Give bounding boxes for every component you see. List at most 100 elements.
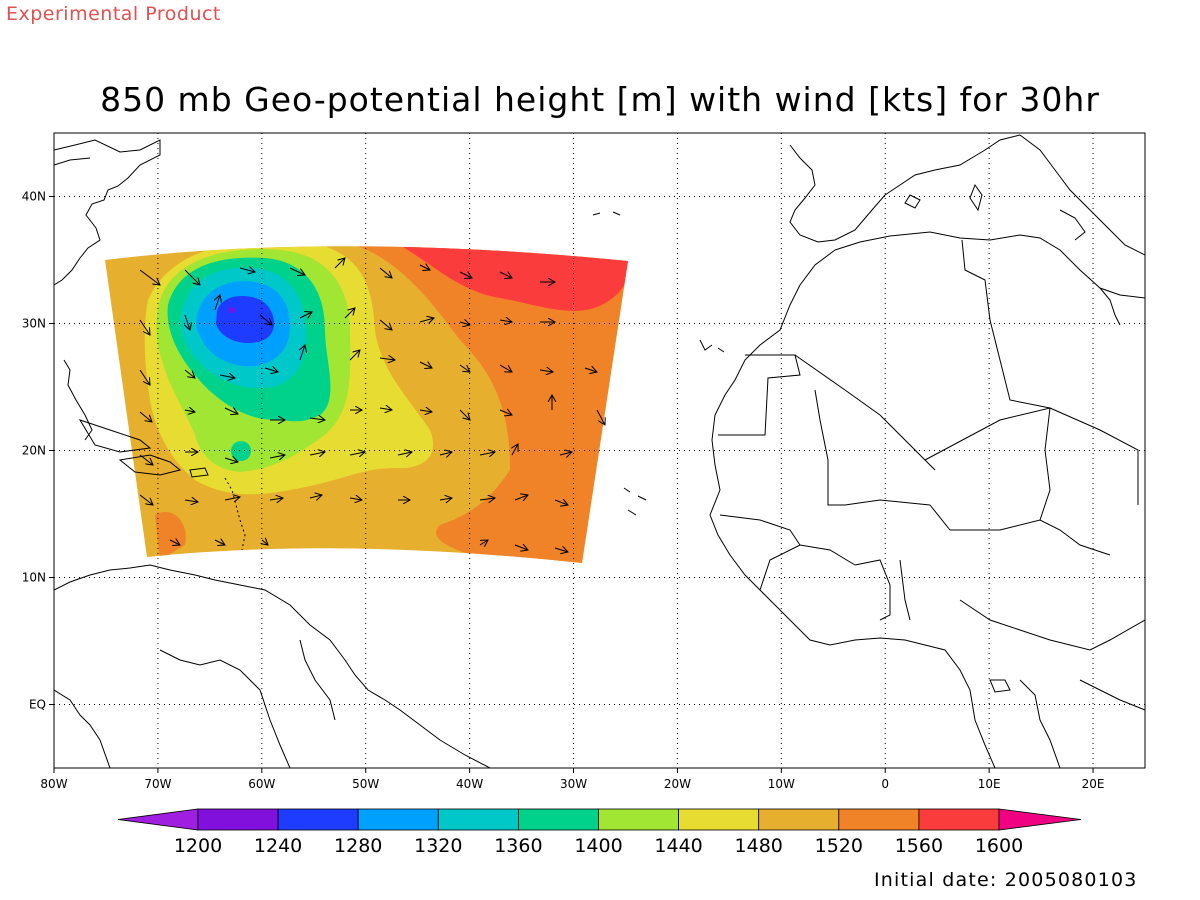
wind-vector — [439, 452, 452, 455]
wind-vector — [479, 498, 495, 500]
wind-vector — [419, 362, 432, 368]
colorbar-segment — [598, 808, 679, 831]
wind-vector — [499, 364, 512, 372]
colorbar-label: 1560 — [895, 835, 943, 857]
wind-vector — [309, 452, 325, 455]
wind-vector — [184, 410, 195, 412]
geopotential-height-field — [105, 246, 628, 564]
wind-vector — [264, 368, 278, 372]
wind-vector — [184, 500, 198, 502]
wind-vector — [499, 272, 512, 278]
border-western-sahara — [718, 354, 801, 436]
coast-africa — [709, 249, 996, 768]
band-1520-1560 — [330, 246, 628, 564]
wind-vector — [499, 410, 512, 415]
wind-vector — [139, 319, 150, 335]
wind-vector — [299, 312, 312, 318]
colorbar-segment — [357, 808, 439, 831]
wind-vector — [139, 494, 153, 505]
lat-tick-label: 10N — [22, 571, 46, 585]
wind-vector — [419, 265, 430, 270]
coast-north-america — [54, 139, 161, 286]
coast-libya — [1099, 287, 1121, 326]
lat-tick-label: EQ — [29, 698, 46, 712]
wind-vector — [169, 540, 180, 545]
lon-tick-label: 40W — [456, 777, 483, 791]
border-ghana — [854, 559, 891, 621]
wind-vector — [419, 410, 432, 412]
wind-vector — [439, 498, 452, 500]
border-senegal — [719, 514, 801, 546]
initial-date-label: Initial date: 2005080103 — [874, 869, 1138, 891]
colorbar-label: 1200 — [174, 835, 222, 857]
lon-tick-label: 80W — [40, 777, 67, 791]
wind-vector — [139, 369, 150, 385]
wind-vector — [559, 452, 572, 455]
coast-florida — [63, 359, 93, 441]
band-below-1240 — [229, 307, 235, 313]
lon-tick-label: 60W — [248, 777, 275, 791]
colorbar-segment — [197, 808, 279, 831]
colorbar-label: 1400 — [574, 835, 622, 857]
wind-vector — [215, 295, 220, 311]
coast-north-africa — [834, 231, 1145, 299]
border-libya-chad — [1049, 407, 1139, 505]
wind-vector — [262, 540, 268, 545]
colorbar-label: 1280 — [334, 835, 382, 857]
lon-tick-label: 50W — [352, 777, 379, 791]
coast-balearic — [904, 194, 921, 209]
wind-vector — [479, 452, 495, 455]
wind-vector — [184, 369, 195, 378]
colorbar-label: 1360 — [494, 835, 542, 857]
lon-tick-label: 30W — [560, 777, 587, 791]
lon-tick-label: 0 — [881, 777, 889, 791]
wind-vector — [379, 267, 392, 278]
wind-vector — [334, 258, 345, 269]
coast-cape-verde — [623, 487, 647, 516]
wind-vector — [224, 497, 240, 500]
wind-vector — [214, 540, 225, 545]
border-algeria-mali — [794, 354, 936, 471]
coast-cuba — [78, 419, 152, 453]
wind-vector — [349, 498, 362, 500]
wind-vector — [224, 408, 238, 414]
border-sa-2 — [159, 649, 291, 768]
coast-nova-scotia — [54, 157, 91, 166]
lon-tick-label: 20E — [1082, 777, 1105, 791]
border-west-africa — [759, 544, 856, 591]
coast-lesser-antilles — [224, 477, 246, 551]
wind-vector — [479, 540, 488, 545]
coast-puerto-rico — [189, 467, 209, 478]
colorbar-segment — [758, 808, 840, 831]
coast-hispaniola — [118, 454, 182, 476]
wind-vector — [224, 458, 238, 462]
colorbar-label: 1480 — [735, 835, 783, 857]
lat-tick-label: 30N — [22, 317, 46, 331]
colorbar-label: 1440 — [654, 835, 702, 857]
wind-vector — [459, 364, 470, 372]
coastlines — [54, 134, 1145, 768]
colorbar-segment — [678, 808, 760, 831]
wind-vector — [539, 370, 553, 372]
lon-tick-label: 10W — [768, 777, 795, 791]
wind-vector — [289, 267, 305, 275]
colorbar-segment — [838, 808, 920, 831]
wind-vectors — [139, 258, 605, 552]
colorbar-segment — [277, 808, 359, 831]
wind-vector — [139, 411, 152, 422]
border-congo — [1019, 679, 1061, 768]
colorbar-low-triangle — [117, 808, 199, 831]
wind-vector — [300, 345, 305, 361]
wind-vector — [459, 409, 470, 420]
wind-vector — [554, 500, 568, 505]
wind-vector — [269, 498, 283, 500]
coast-sardinia — [969, 183, 983, 212]
wind-vector — [239, 268, 255, 272]
lat-lon-grid — [54, 133, 1145, 768]
border-nigeria — [929, 504, 1111, 556]
band-1520-1560-sw — [155, 511, 186, 560]
wind-vector — [344, 308, 355, 319]
lon-tick-label: 70W — [144, 777, 171, 791]
colorbar-label: 1600 — [975, 835, 1023, 857]
